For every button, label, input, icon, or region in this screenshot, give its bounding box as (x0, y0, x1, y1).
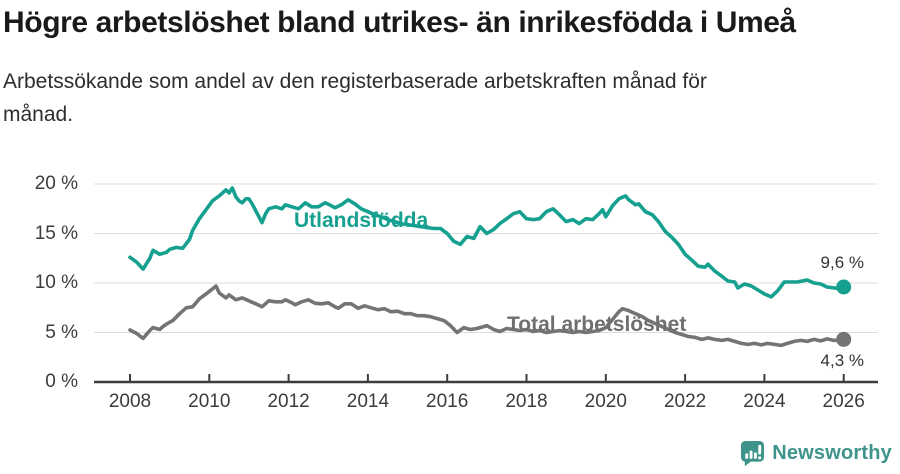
x-axis-label: 2016 (426, 391, 469, 412)
series-label-total-arbetsloshet: Total arbetslöshet (507, 313, 687, 336)
end-dot-utlandsfodda (836, 279, 852, 295)
newsworthy-logo-text: Newsworthy (772, 442, 892, 464)
series-label-utlandsfodda: Utlandsfödda (294, 209, 429, 232)
x-axis-label: 2026 (822, 391, 865, 412)
end-value-label-total: 4,3 % (820, 351, 864, 370)
page-subtitle-line-1: Arbetssökande som andel av den registerb… (3, 70, 707, 93)
x-axis-label: 2022 (663, 391, 707, 412)
series-line-total (128, 284, 846, 348)
end-value-label-utlandsfodda: 9,6 % (820, 253, 864, 272)
series-line-utlandsfodda (128, 186, 846, 299)
x-axis-label: 2008 (108, 391, 152, 412)
x-axis-label: 2010 (188, 391, 231, 412)
x-axis-label: 2018 (505, 391, 548, 412)
newsworthy-logo-icon (741, 441, 765, 467)
y-axis-label: 5 % (45, 321, 78, 343)
end-dot-total (836, 331, 852, 347)
x-axis-label: 2024 (743, 391, 786, 412)
y-axis-label: 10 % (34, 272, 78, 293)
y-axis-label: 15 % (34, 222, 78, 244)
x-axis-label: 2012 (267, 391, 310, 412)
y-axis-labels: 0 % 5 % 10 % 15 % 20 % (0, 0, 78, 474)
x-axis-labels: 2008 2010 2012 2014 2016 2018 2020 2022 2024 2026 (0, 391, 900, 415)
page-subtitle-line-2: månad. (3, 103, 74, 126)
x-axis-label: 2020 (584, 391, 627, 412)
page-title: Högre arbetslöshet bland utrikes- än inr… (3, 6, 796, 39)
x-axis-label: 2014 (346, 391, 390, 412)
newsworthy-logo-link[interactable]: Newsworthy (740, 440, 892, 467)
y-axis-label: 0 % (45, 371, 78, 392)
y-axis-label: 20 % (34, 173, 78, 194)
